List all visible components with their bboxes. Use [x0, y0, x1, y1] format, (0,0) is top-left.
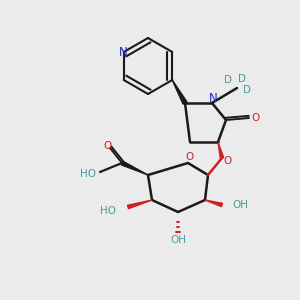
Text: D: D — [238, 74, 246, 84]
Text: HO: HO — [80, 169, 96, 179]
Text: N: N — [118, 46, 127, 59]
Text: N: N — [208, 92, 217, 104]
Polygon shape — [205, 200, 223, 207]
Text: D: D — [243, 85, 251, 95]
Text: OH: OH — [232, 200, 248, 210]
Text: O: O — [103, 141, 111, 151]
Text: O: O — [223, 156, 231, 166]
Polygon shape — [128, 200, 152, 209]
Text: HO: HO — [100, 206, 116, 216]
Text: OH: OH — [170, 235, 186, 245]
Polygon shape — [121, 161, 148, 175]
Polygon shape — [172, 80, 187, 104]
Text: D: D — [224, 75, 232, 85]
Polygon shape — [218, 142, 224, 158]
Text: O: O — [185, 152, 193, 162]
Text: O: O — [251, 113, 259, 123]
